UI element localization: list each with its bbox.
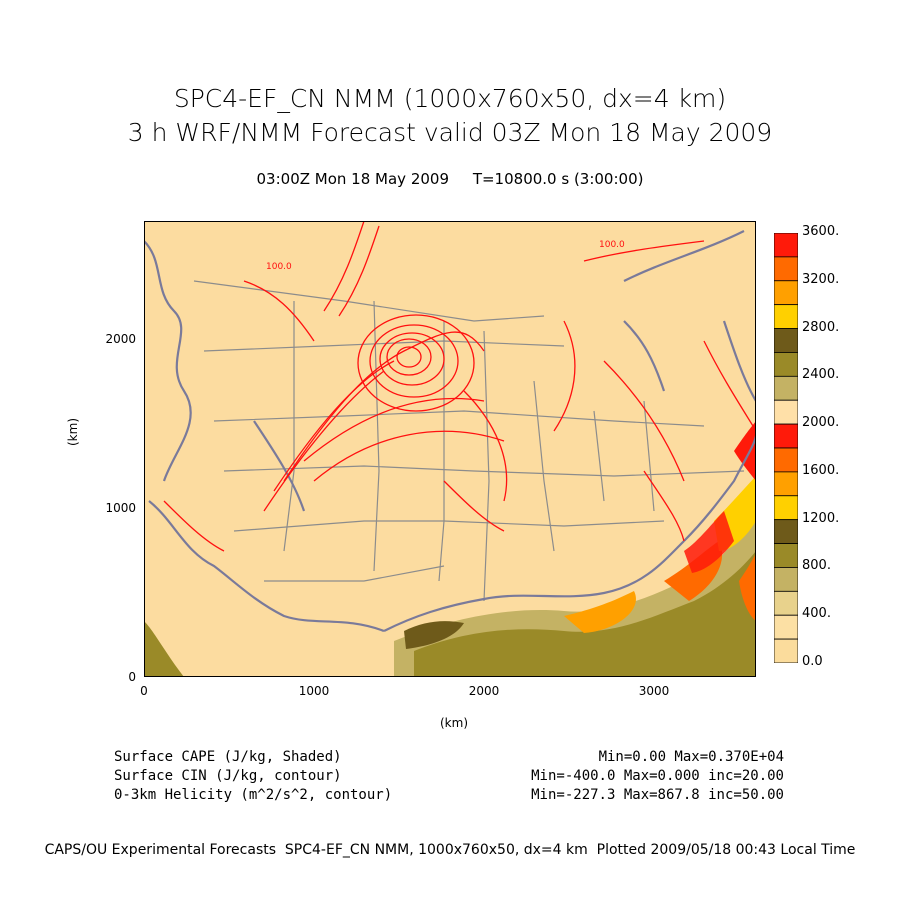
x-axis-label: (km) — [440, 716, 469, 730]
colorbar-label: 1200. — [802, 510, 840, 526]
colorbar-label: 2000. — [802, 415, 840, 431]
colorbar-swatch — [774, 233, 798, 258]
x-tick-label: 1000 — [298, 684, 330, 698]
colorbar-swatch — [774, 256, 798, 282]
colorbar-swatch — [774, 352, 798, 377]
colorbar-swatch — [774, 614, 798, 640]
legend-field-stats: Min=0.00 Max=0.370E+04 — [598, 749, 784, 765]
colorbar-label: 3200. — [802, 271, 840, 287]
cape-colorbar — [774, 233, 798, 663]
legend-field-name: Surface CAPE (J/kg, Shaded) — [114, 749, 342, 765]
colorbar-swatch — [774, 567, 798, 592]
subtitle-valid-time: 03:00Z Mon 18 May 2009 T=10800.0 s (3:00… — [256, 170, 644, 188]
colorbar-swatch — [774, 543, 798, 568]
colorbar-label: 3600. — [802, 224, 840, 239]
colorbar-swatch — [774, 328, 798, 353]
x-tick-label: 2000 — [468, 684, 500, 698]
legend-field-name: Surface CIN (J/kg, contour) — [114, 768, 342, 784]
legend-field-stats: Min=-400.0 Max=0.000 inc=20.00 — [531, 768, 784, 784]
legend-field-stats: Min=-227.3 Max=867.8 inc=50.00 — [531, 787, 784, 803]
cape-map-panel: 100.0 100.0 — [144, 221, 756, 677]
contour-label: 100.0 — [599, 240, 625, 250]
colorbar-swatch — [774, 590, 798, 616]
title-line-2: 3 h WRF/NMM Forecast valid 03Z Mon 18 Ma… — [127, 118, 773, 147]
colorbar-swatch — [774, 519, 798, 544]
colorbar-label: 1600. — [802, 462, 840, 478]
colorbar-label: 2800. — [802, 319, 840, 335]
y-tick-label: 1000 — [105, 501, 136, 515]
x-tick-label: 0 — [140, 684, 148, 698]
footer-credits: CAPS/OU Experimental Forecasts SPC4-EF_C… — [44, 842, 856, 858]
red-contours — [163, 221, 756, 552]
colorbar-swatch — [774, 447, 798, 473]
y-axis-label: (km) — [66, 417, 80, 446]
colorbar-label: 2400. — [802, 367, 840, 383]
title-line-1: SPC4-EF_CN NMM (1000x760x50, dx=4 km) — [173, 84, 727, 113]
colorbar-swatch — [774, 495, 798, 521]
x-tick-label: 3000 — [638, 684, 670, 698]
legend-field-name: 0-3km Helicity (m^2/s^2, contour) — [114, 787, 393, 803]
map-border — [144, 221, 756, 677]
colorbar-label: 800. — [802, 558, 831, 574]
contour-label: 100.0 — [266, 262, 292, 272]
colorbar-swatch — [774, 399, 798, 425]
colorbar-swatch — [774, 423, 798, 449]
coastline-contours — [144, 230, 756, 633]
colorbar-label: 400. — [802, 606, 831, 622]
colorbar-swatch — [774, 280, 798, 306]
colorbar-label: 0.0 — [802, 654, 823, 669]
y-tick-label: 0 — [128, 670, 136, 684]
colorbar-swatch — [774, 304, 798, 329]
cape-shading — [144, 421, 756, 677]
y-tick-label: 2000 — [105, 332, 136, 346]
colorbar-swatch — [774, 638, 798, 663]
colorbar-swatch — [774, 471, 798, 497]
colorbar-swatch — [774, 375, 798, 401]
